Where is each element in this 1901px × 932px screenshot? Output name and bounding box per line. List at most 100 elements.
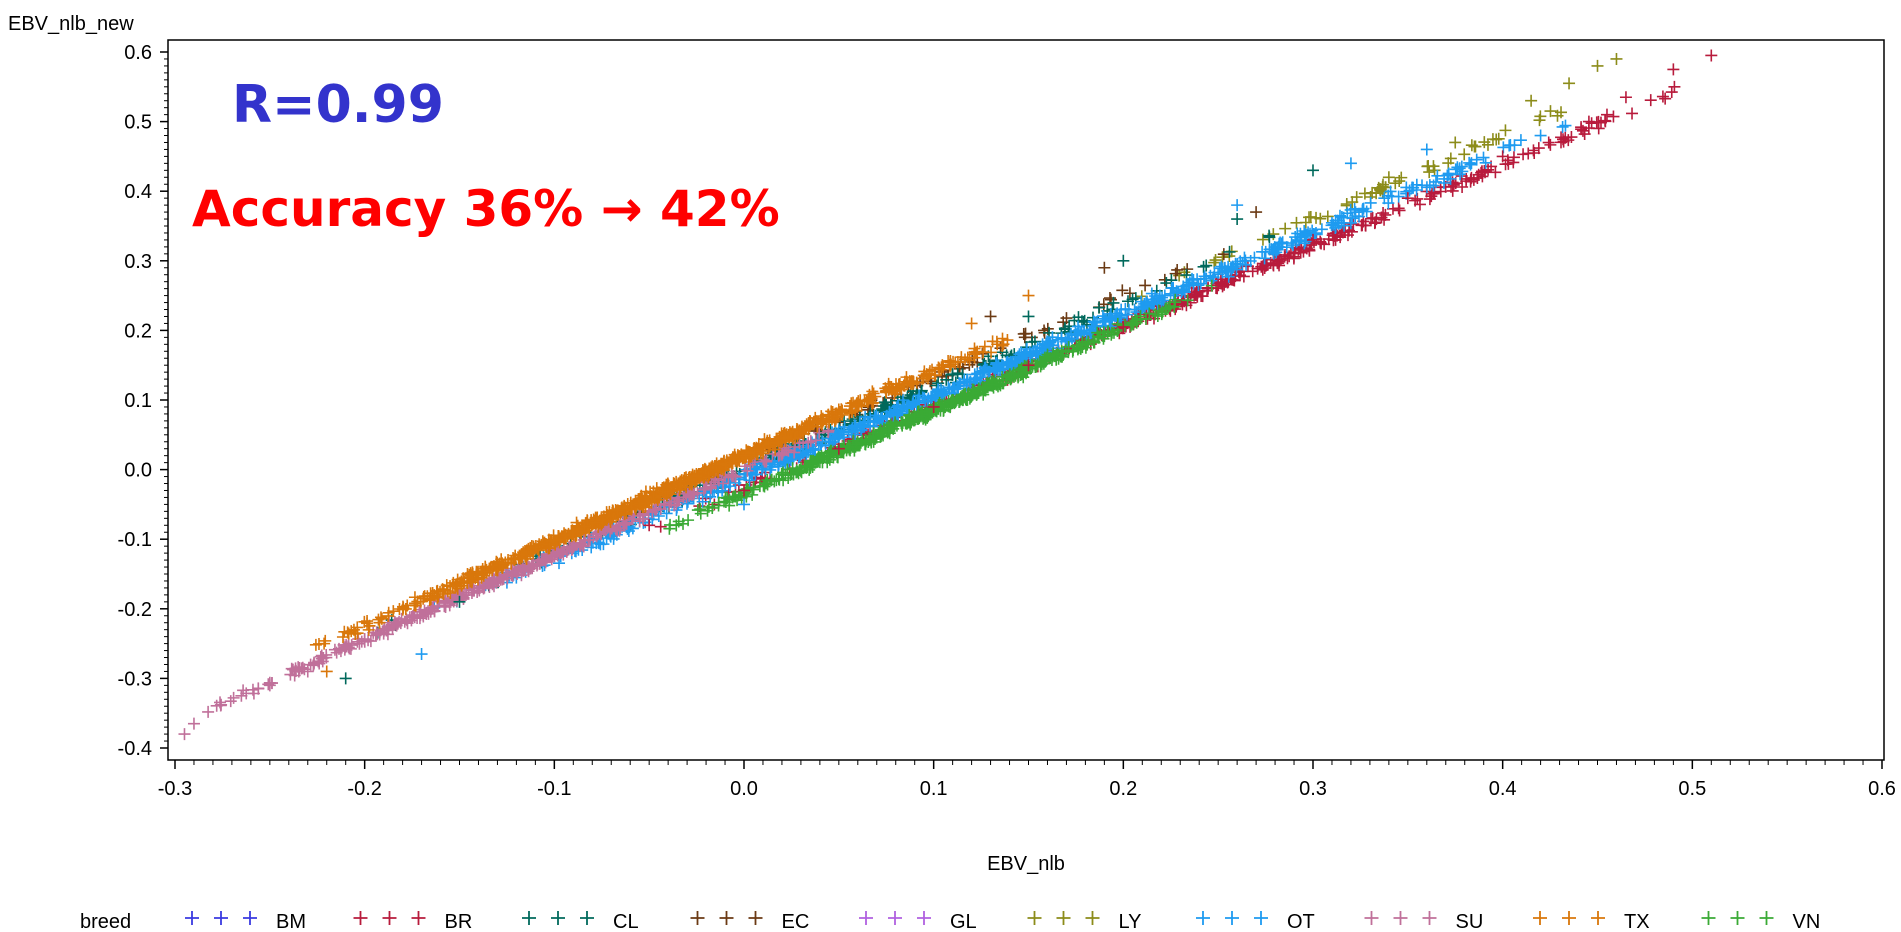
point-SU bbox=[210, 699, 223, 712]
point-OT bbox=[853, 417, 866, 430]
x-tick-label: -0.1 bbox=[537, 778, 571, 800]
legend-marker bbox=[1364, 911, 1379, 925]
legend-marker bbox=[353, 911, 368, 925]
point-OT bbox=[1392, 190, 1405, 203]
point-OT bbox=[1128, 303, 1141, 316]
point-SU bbox=[705, 478, 718, 491]
point-BR bbox=[1334, 231, 1347, 244]
point-OT bbox=[1121, 308, 1134, 321]
legend-label: LY bbox=[1119, 911, 1142, 932]
point-VN bbox=[759, 477, 772, 490]
point-SU bbox=[788, 446, 801, 459]
point-SU bbox=[373, 628, 386, 641]
point-LY bbox=[1314, 212, 1327, 225]
legend: breed BM BR CL EC GL LY OT SU TX VN bbox=[80, 911, 1820, 932]
legend-marker bbox=[1701, 911, 1716, 925]
point-OT bbox=[1090, 315, 1103, 328]
point-LY bbox=[1499, 124, 1512, 137]
point-SU bbox=[307, 657, 320, 670]
point-SU bbox=[671, 495, 684, 508]
point-SU bbox=[202, 705, 215, 718]
point-OT bbox=[1268, 241, 1281, 254]
point-VN bbox=[869, 432, 882, 445]
point-BR bbox=[1369, 216, 1382, 229]
point-EC bbox=[1123, 287, 1136, 300]
point-OT bbox=[1042, 337, 1055, 350]
point-SU bbox=[364, 635, 377, 648]
point-SU bbox=[381, 621, 394, 634]
point-SU bbox=[804, 435, 817, 448]
point-SU bbox=[704, 480, 717, 493]
legend-item-ec: EC bbox=[690, 911, 810, 932]
point-LY bbox=[1279, 222, 1292, 235]
legend-label: BM bbox=[276, 911, 306, 932]
point-BR bbox=[1557, 133, 1569, 146]
point-TX bbox=[978, 340, 991, 353]
point-BR bbox=[1447, 178, 1460, 191]
point-SU bbox=[582, 534, 595, 547]
point-BR bbox=[654, 520, 667, 533]
point-OT bbox=[1285, 237, 1298, 250]
point-SU bbox=[247, 687, 260, 700]
point-LY bbox=[1465, 139, 1478, 152]
point-SU bbox=[809, 434, 822, 447]
point-OT bbox=[553, 557, 566, 570]
point-OT bbox=[864, 411, 877, 424]
point-SU bbox=[292, 661, 305, 674]
point-LY bbox=[1358, 187, 1371, 200]
point-BR bbox=[1576, 124, 1589, 137]
point-VN bbox=[805, 455, 818, 468]
point-OT bbox=[946, 382, 959, 395]
point-LY bbox=[1256, 233, 1269, 246]
point-SU bbox=[459, 588, 472, 601]
point-VN bbox=[1159, 303, 1172, 316]
point-OT bbox=[1441, 169, 1454, 182]
point-CL bbox=[1026, 336, 1039, 349]
point-VN bbox=[677, 517, 690, 530]
point-LY bbox=[1458, 148, 1471, 161]
point-OT bbox=[1096, 310, 1109, 323]
point-VN bbox=[1079, 341, 1092, 354]
annotation-r-value: R=0.99 bbox=[232, 75, 444, 135]
point-LY bbox=[1178, 266, 1191, 279]
point-VN bbox=[994, 379, 1007, 392]
legend-item-gl: GL bbox=[859, 911, 977, 932]
point-SU bbox=[760, 455, 773, 468]
point-OT bbox=[807, 442, 820, 455]
point-CL bbox=[878, 400, 891, 413]
point-OT bbox=[964, 375, 977, 388]
point-LY bbox=[1304, 210, 1317, 223]
x-tick-label: -0.2 bbox=[347, 778, 381, 800]
point-CL bbox=[940, 373, 953, 386]
point-VN bbox=[794, 464, 807, 477]
legend-marker bbox=[185, 911, 199, 925]
legend-marker bbox=[690, 911, 705, 925]
point-BR bbox=[1355, 219, 1368, 232]
legend-title: breed bbox=[80, 911, 131, 932]
point-BR bbox=[1341, 229, 1354, 242]
point-VN bbox=[753, 480, 766, 493]
point-OT bbox=[1479, 156, 1492, 169]
legend-marker bbox=[748, 911, 763, 925]
point-SU bbox=[658, 497, 671, 510]
point-OT bbox=[1451, 161, 1464, 174]
point-OT bbox=[1309, 226, 1322, 239]
point-EC bbox=[1116, 284, 1129, 297]
legend-marker bbox=[411, 911, 426, 925]
point-CL bbox=[1092, 301, 1105, 314]
legend-label: EC bbox=[782, 911, 810, 932]
point-SU bbox=[345, 639, 358, 652]
legend-marker bbox=[1422, 911, 1437, 925]
point-VN bbox=[914, 410, 927, 423]
legend-item-bm: BM bbox=[185, 911, 306, 932]
point-BR bbox=[1668, 80, 1681, 93]
point-EC bbox=[971, 356, 984, 369]
legend-label: BR bbox=[445, 911, 473, 932]
legend-label: VN bbox=[1793, 911, 1821, 932]
point-VN bbox=[719, 491, 732, 504]
point-OT bbox=[1224, 261, 1237, 274]
point-VN bbox=[882, 423, 895, 436]
x-axis: -0.3 -0.2 -0.1 0.0 0.1 0.2 0.3 0.4 0.5 0.6 bbox=[158, 760, 1896, 800]
legend-label: GL bbox=[950, 911, 977, 932]
